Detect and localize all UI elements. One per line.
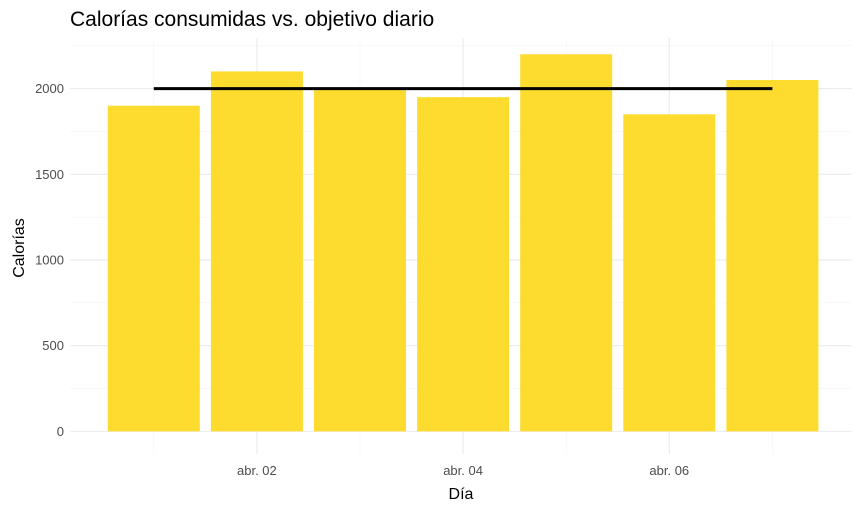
bar-abr-02 [210,71,303,432]
bar-abr-04 [417,97,510,432]
bar-abr-06 [623,114,716,432]
y-tick-label: 500 [42,338,64,353]
bar-abr-05 [520,54,613,432]
y-tick-label: 2000 [35,81,64,96]
x-axis-title: Día [449,486,474,503]
bar-abr-03 [314,88,406,432]
x-tick-label: abr. 02 [237,463,277,478]
x-axis-ticks: abr. 02 abr. 04 abr. 06 [237,463,689,478]
x-tick-label: abr. 06 [649,463,689,478]
y-axis-title: Calorías [11,218,28,278]
bar-abr-01 [107,105,200,432]
y-tick-label: 1500 [35,167,64,182]
bar-abr-07 [726,79,819,432]
y-tick-label: 1000 [35,252,64,267]
x-tick-label: abr. 04 [443,463,483,478]
y-tick-label: 0 [57,424,64,439]
bars [107,54,819,432]
y-axis-ticks: 0 500 1000 1500 2000 [35,81,64,439]
chart-title: Calorías consumidas vs. objetivo diario [70,8,434,31]
